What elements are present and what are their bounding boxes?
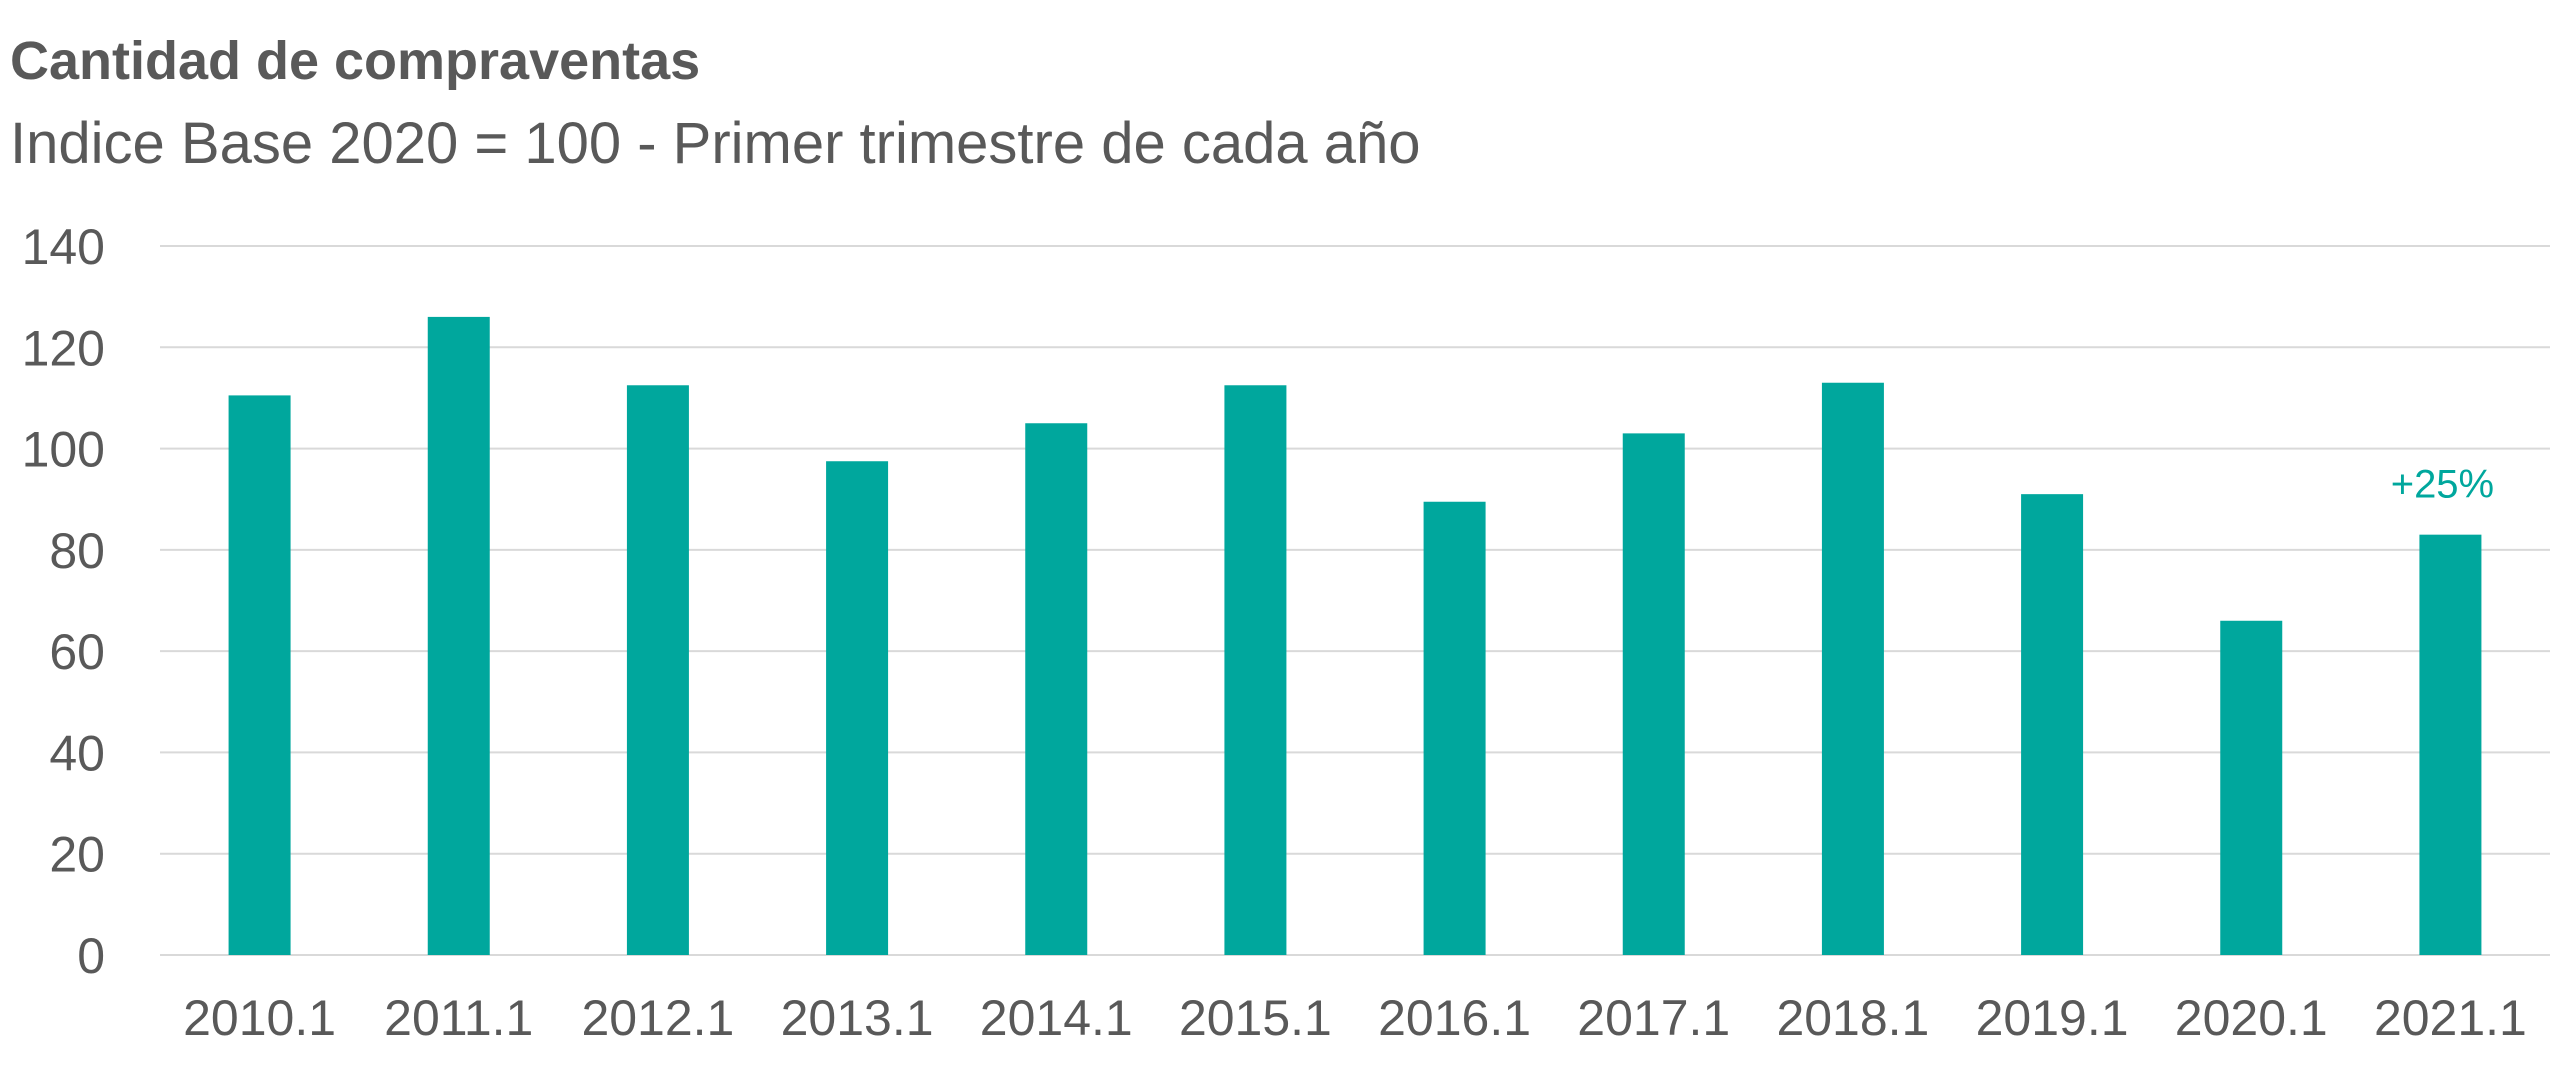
x-tick-label: 2013.1: [781, 990, 934, 1046]
annotation-label: +25%: [2391, 463, 2494, 507]
bar-2014.1: [1025, 423, 1088, 955]
bar-2016.1: [1423, 501, 1486, 955]
x-tick-label: 2015.1: [1179, 990, 1332, 1046]
y-tick-label: 20: [49, 827, 105, 883]
x-tick-label: 2012.1: [581, 990, 734, 1046]
bar-2015.1: [1224, 385, 1287, 956]
bar-2019.1: [2021, 494, 2084, 955]
y-tick-label: 140: [22, 219, 105, 275]
x-tick-label: 2016.1: [1378, 990, 1531, 1046]
bar-2018.1: [1821, 382, 1884, 955]
bars: [228, 316, 2482, 956]
x-tick-label: 2011.1: [384, 990, 533, 1046]
annotations: +25%: [2391, 463, 2494, 507]
x-tick-label: 2010.1: [183, 990, 336, 1046]
x-tick-label: 2020.1: [2175, 990, 2328, 1046]
bar-2013.1: [826, 461, 889, 955]
gridlines: [160, 245, 2550, 956]
x-axis-tick-labels: 2010.1 2011.1 2012.1 2013.1 2014.1 2015.1 2016…: [183, 990, 2527, 1046]
bar-2012.1: [626, 385, 689, 956]
x-tick-label: 2018.1: [1776, 990, 1929, 1046]
bar-2011.1: [427, 316, 490, 955]
x-tick-label: 2014.1: [980, 990, 1133, 1046]
bar-2020.1: [2220, 620, 2283, 955]
x-tick-label: 2019.1: [1976, 990, 2129, 1046]
y-tick-label: 0: [77, 928, 105, 984]
bar-2021.1: [2419, 534, 2482, 955]
y-tick-label: 100: [22, 422, 105, 478]
chart-subtitle: Indice Base 2020 = 100 - Primer trimestr…: [10, 111, 1421, 176]
y-axis-tick-labels: 0 20 40 60 80 100 120 140: [22, 219, 105, 984]
y-tick-label: 60: [49, 624, 105, 680]
bar-2017.1: [1622, 433, 1685, 956]
chart-title: Cantidad de compraventas: [10, 31, 701, 91]
y-tick-label: 80: [49, 523, 105, 579]
bar-2010.1: [228, 395, 291, 955]
y-tick-label: 120: [22, 320, 105, 376]
y-tick-label: 40: [49, 725, 105, 781]
x-tick-label: 2021.1: [2374, 990, 2527, 1046]
x-tick-label: 2017.1: [1577, 990, 1730, 1046]
